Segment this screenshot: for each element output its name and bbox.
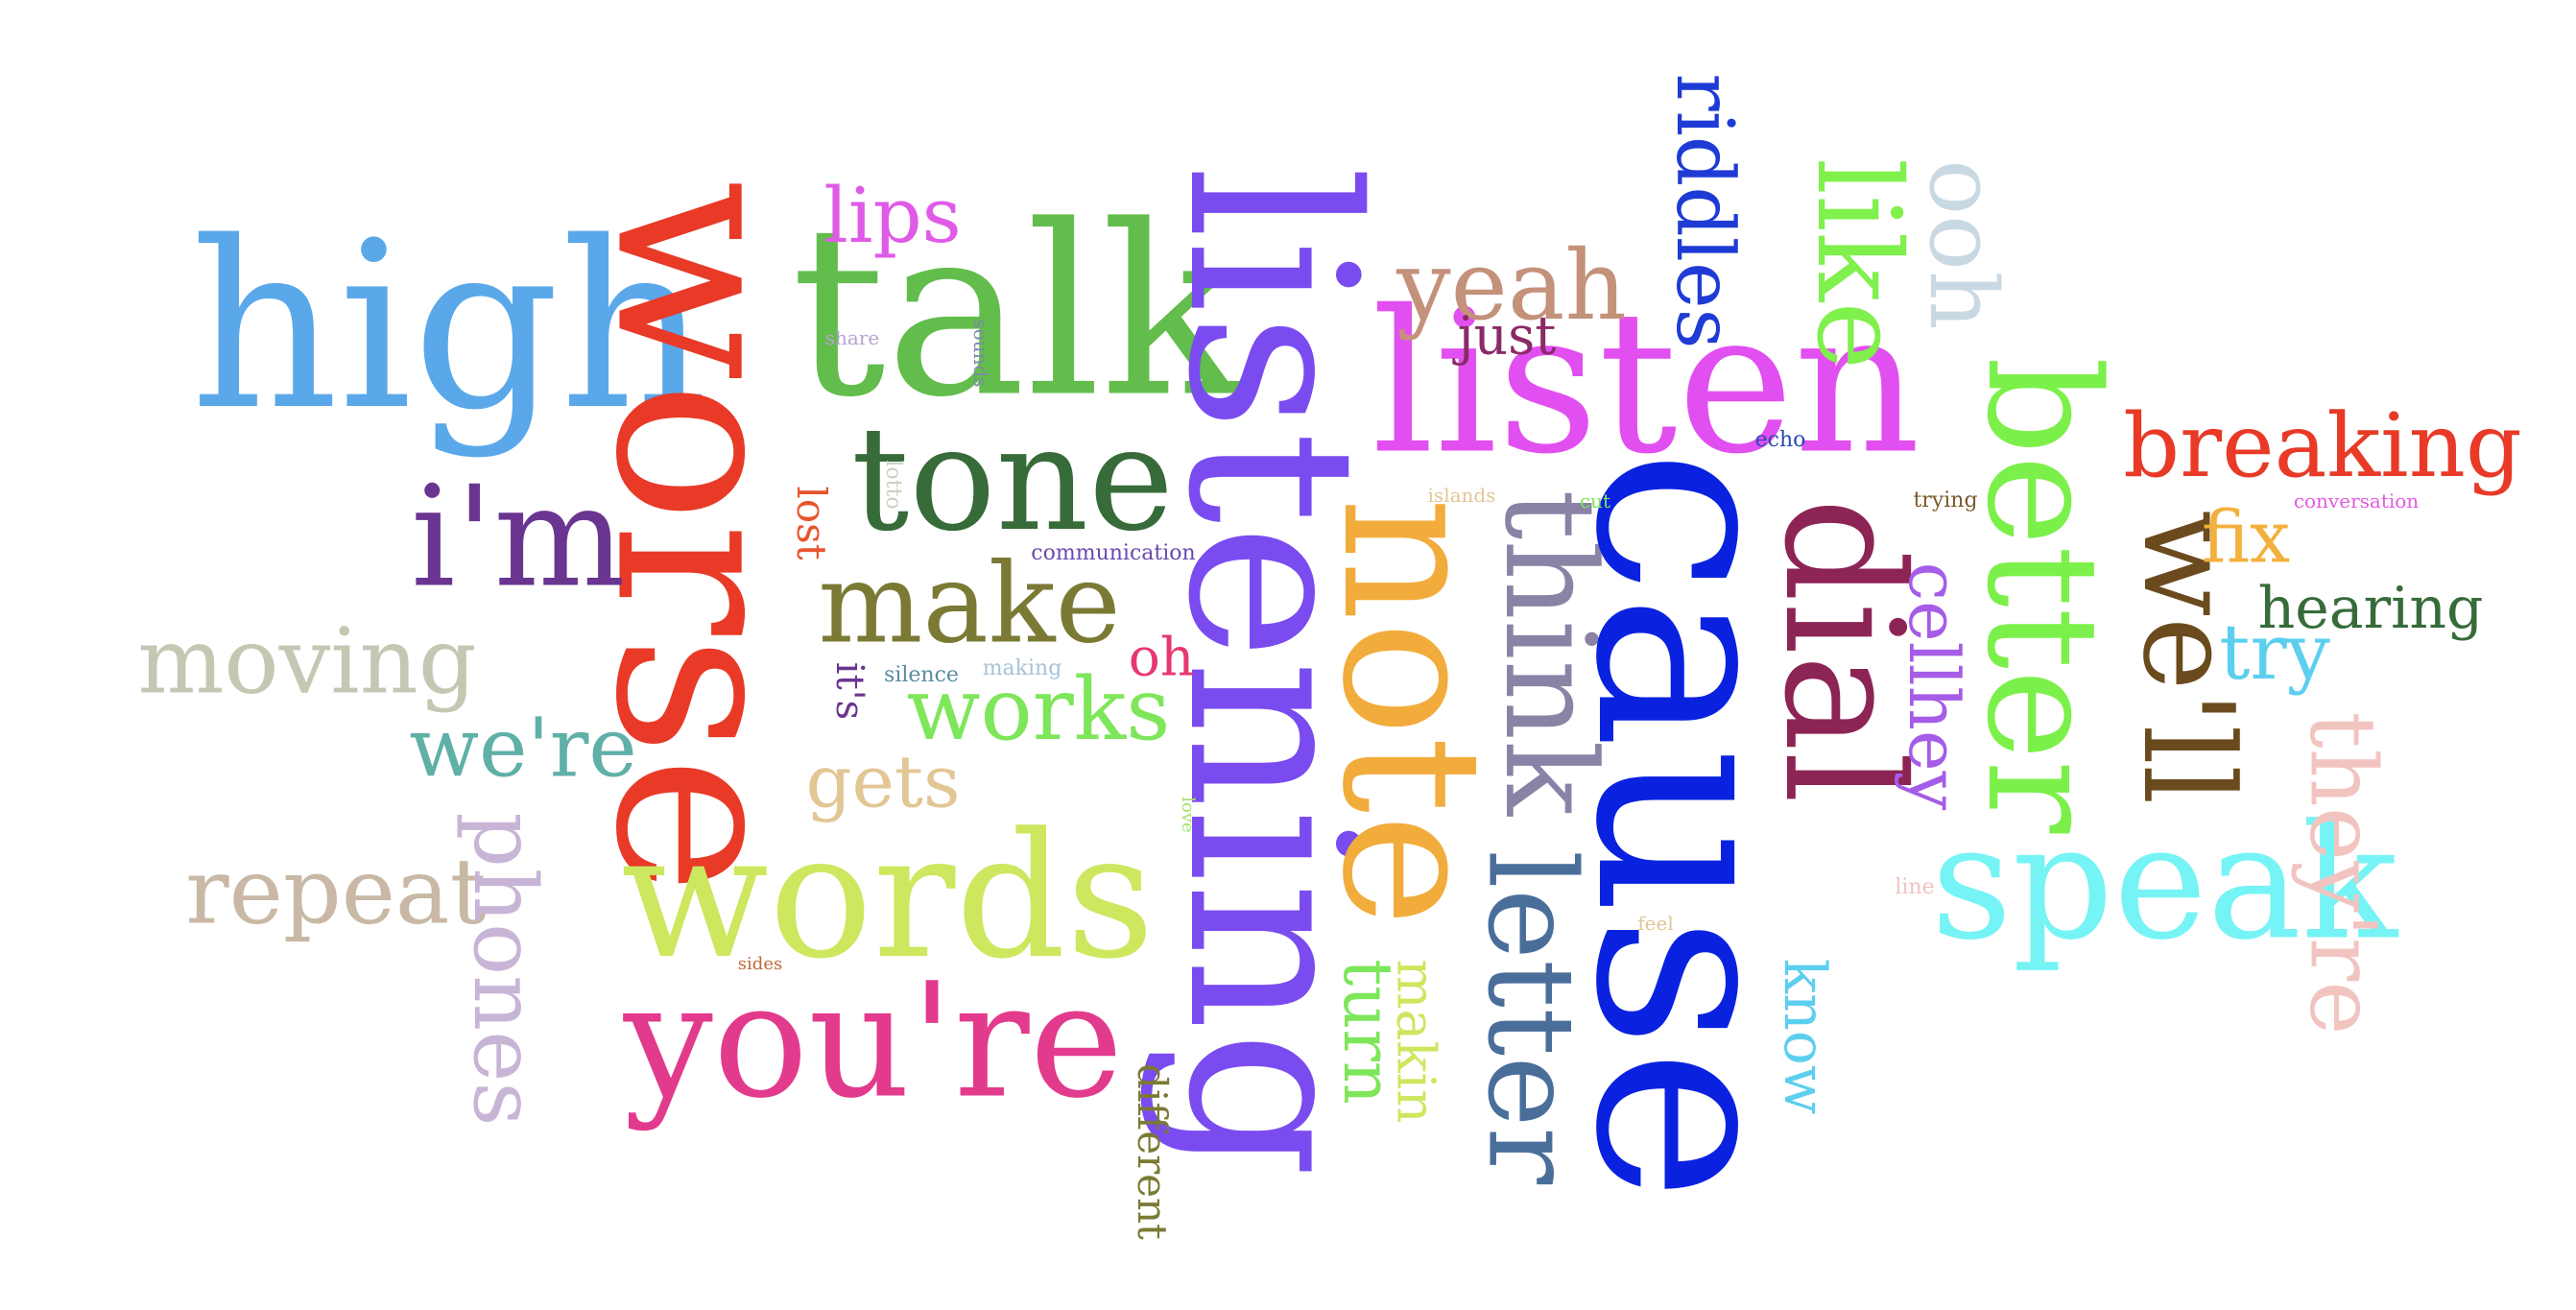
word-riddles: riddles: [1658, 73, 1750, 349]
word-different: different: [1129, 1063, 1176, 1240]
word-repeat: repeat: [185, 839, 487, 945]
word-share: share: [824, 326, 880, 349]
word-sounds: sounds: [969, 319, 992, 388]
word-make: make: [818, 539, 1121, 669]
word-gets: gets: [805, 739, 961, 824]
word-tone: tone: [851, 396, 1174, 563]
word-makin: makin: [1385, 959, 1447, 1124]
word-making: making: [982, 656, 1062, 680]
word-sides: sides: [737, 954, 783, 974]
word-lotto: lotto: [881, 460, 905, 510]
word-echo: echo: [1754, 428, 1806, 452]
word-fix: fix: [2201, 494, 2291, 580]
word-better: better: [1953, 356, 2133, 834]
word-talk: talk: [791, 175, 1244, 449]
word-works: works: [906, 659, 1171, 760]
word-line: line: [1895, 875, 1935, 899]
word-phones: phones: [454, 812, 555, 1127]
word-words: words: [620, 797, 1156, 997]
word-im: i'm: [411, 456, 626, 619]
word-moving: moving: [137, 608, 477, 715]
word-know: know: [1771, 958, 1838, 1115]
word-lips: lips: [823, 171, 962, 260]
word-its: it's: [827, 661, 871, 721]
word-listen: listen: [1371, 269, 1921, 498]
word-speak: speak: [1930, 790, 2398, 975]
word-communication: communication: [1031, 541, 1196, 565]
word-were: we're: [409, 701, 637, 797]
word-love: love: [1178, 797, 1198, 833]
word-lost: lost: [788, 486, 835, 560]
word-ooh: ooh: [1909, 159, 2016, 330]
word-hearing: hearing: [2257, 575, 2484, 642]
word-islands: islands: [1427, 484, 1496, 507]
word-trying: trying: [1913, 488, 1978, 512]
word-silence: silence: [884, 663, 959, 687]
word-like: like: [1791, 157, 1924, 370]
word-conversation: conversation: [2293, 489, 2420, 512]
word-breaking: breaking: [2123, 394, 2522, 497]
word-cut: cut: [1579, 489, 1611, 512]
word-oh: oh: [1128, 626, 1195, 688]
word-feel: feel: [1637, 912, 1674, 935]
word-try: try: [2219, 607, 2330, 697]
word-high: high: [190, 192, 708, 461]
word-just: just: [1457, 304, 1557, 367]
word-youre: you're: [623, 948, 1124, 1133]
word-yeah: yeah: [1396, 229, 1627, 342]
word-theyre: they're: [2289, 711, 2396, 1036]
